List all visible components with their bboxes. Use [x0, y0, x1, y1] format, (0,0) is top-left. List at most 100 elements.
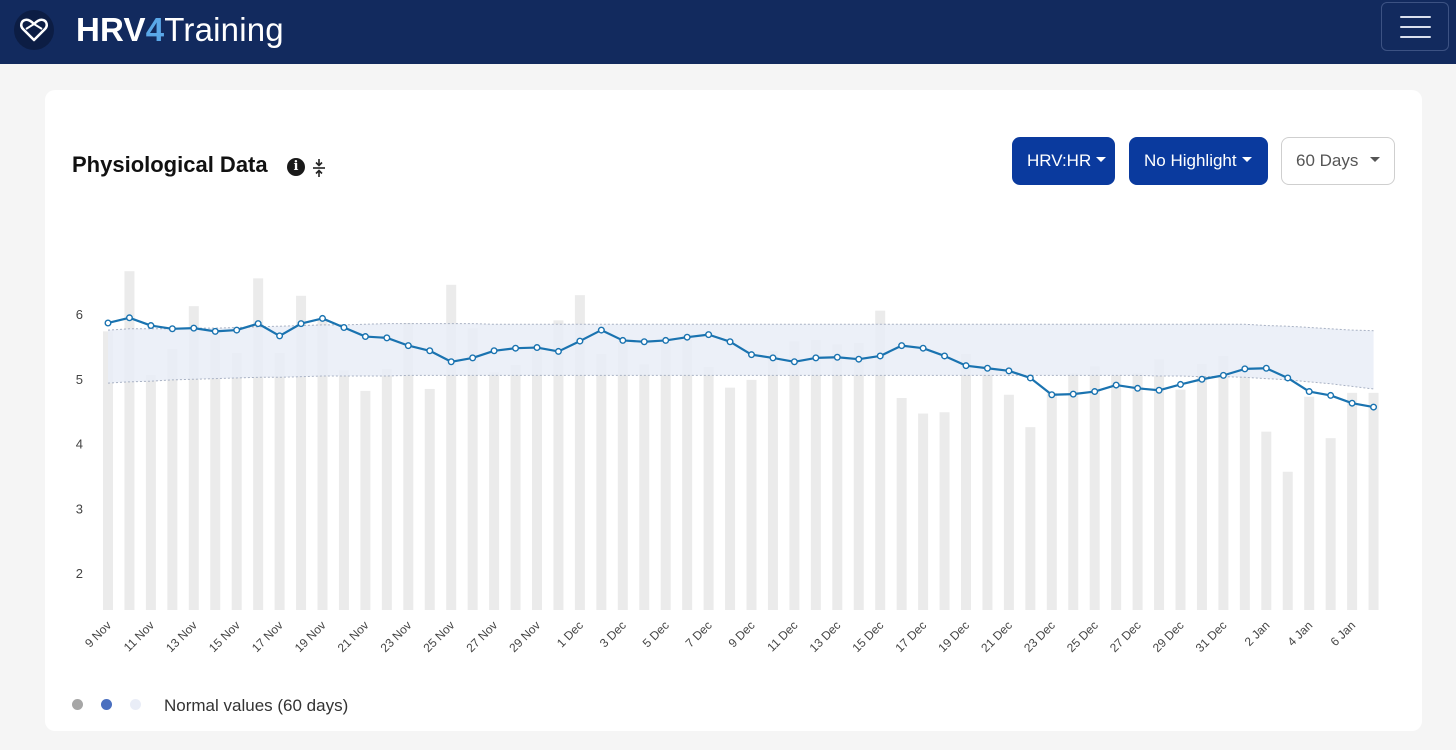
highlight-dropdown-button[interactable]: No Highlight — [1129, 137, 1268, 185]
chart-bar — [338, 370, 349, 610]
chart-bar — [617, 338, 628, 610]
x-tick-label: 11 Nov — [121, 618, 157, 654]
x-tick-label: 15 Nov — [206, 618, 243, 655]
hrv-hr-point — [683, 333, 691, 341]
caret-down-icon — [1241, 157, 1252, 163]
chart-bar — [1325, 438, 1336, 610]
chart-bar — [424, 388, 435, 610]
hrv-hr-point — [941, 352, 949, 360]
chart-bar — [317, 319, 328, 610]
compress-vertical-icon[interactable] — [311, 158, 327, 178]
chart-bar — [1282, 471, 1293, 610]
hrv-hr-point — [769, 354, 777, 362]
chart-bar — [703, 366, 714, 610]
hrv-hr-point — [490, 347, 498, 355]
x-tick-label: 5 Dec — [640, 618, 672, 650]
x-tick-label: 21 Nov — [335, 618, 372, 655]
x-tick-label: 11 Dec — [764, 618, 800, 654]
hrv-hr-point — [168, 325, 176, 333]
brand-logo[interactable]: HRV4Training — [76, 10, 284, 50]
chart-bar — [145, 374, 156, 610]
chart-bar — [360, 390, 371, 610]
hrv-hr-point — [1091, 388, 1099, 396]
caret-down-icon — [1096, 157, 1107, 163]
x-tick-label: 15 Dec — [850, 618, 887, 655]
chart-bar — [1175, 389, 1186, 610]
chart-bar — [510, 365, 521, 610]
hamburger-menu-button[interactable] — [1381, 2, 1449, 51]
brand-text-training: Training — [164, 11, 284, 48]
x-tick-label: 17 Dec — [892, 618, 929, 655]
chart-bar — [253, 278, 264, 610]
legend-normal-values-label[interactable]: Normal values (60 days) — [164, 696, 349, 715]
hrv-hr-line — [107, 316, 1374, 409]
hrv-hr-point — [533, 344, 541, 352]
y-tick-label: 5 — [76, 372, 83, 387]
legend-dot-normal-range[interactable] — [130, 699, 141, 710]
chart-bar — [167, 348, 178, 610]
chart-bar — [296, 295, 307, 610]
hrv-hr-point — [1219, 371, 1227, 379]
hrv-hr-point — [447, 358, 455, 366]
hrv-hr-point — [469, 354, 477, 362]
hrv-hr-point — [1284, 374, 1292, 382]
hrv-hr-point — [855, 355, 863, 363]
y-tick-label: 2 — [76, 566, 83, 581]
chart-bar — [231, 352, 242, 610]
hrv-hr-point — [876, 352, 884, 360]
heart-logo-icon[interactable] — [14, 10, 54, 50]
x-tick-label: 3 Dec — [597, 618, 629, 650]
hrv-hr-point — [790, 358, 798, 366]
chart-bar — [1218, 355, 1229, 610]
x-tick-label: 23 Dec — [1021, 618, 1058, 655]
normal-range-band — [108, 323, 1374, 389]
chart-bar — [103, 331, 113, 610]
hrv-hr-point — [512, 344, 520, 352]
chart-bar — [982, 366, 993, 610]
hrv-hr-point — [597, 326, 605, 334]
x-tick-label: 25 Nov — [421, 618, 458, 655]
x-tick-label: 13 Nov — [163, 618, 200, 655]
info-icon[interactable]: i — [287, 158, 305, 176]
chart-bar — [553, 320, 564, 610]
legend-dot-line[interactable] — [101, 699, 112, 710]
hrv-hr-point — [919, 344, 927, 352]
hrv-hr-point — [404, 342, 412, 350]
x-tick-label: 9 Dec — [726, 618, 758, 650]
hrv-hr-point — [898, 342, 906, 350]
chart-bar — [875, 310, 886, 610]
hrv-hr-point — [619, 336, 627, 344]
chart-bar — [639, 364, 650, 610]
legend-dot-bars[interactable] — [72, 699, 83, 710]
hrv-hr-point — [1348, 399, 1356, 407]
metric-dropdown-button[interactable]: HRV:HR — [1012, 137, 1115, 185]
x-tick-label: 29 Nov — [506, 618, 543, 655]
x-tick-label: 21 Dec — [978, 618, 1015, 655]
x-tick-label: 17 Nov — [249, 618, 286, 655]
normal-range-upper-edge — [107, 323, 1374, 332]
chart-bar — [1154, 359, 1165, 610]
x-tick-label: 13 Dec — [807, 618, 844, 655]
range-dropdown-button[interactable]: 60 Days — [1281, 137, 1395, 185]
x-tick-label: 7 Dec — [683, 618, 715, 650]
hrv-hr-point — [1048, 391, 1056, 399]
chart-bar — [832, 344, 843, 610]
chart-bar — [1025, 427, 1036, 610]
x-tick-label: 29 Dec — [1150, 618, 1187, 655]
panel-title: Physiological Data — [72, 152, 268, 177]
hrv-hr-point — [1305, 388, 1313, 396]
hrv-hr-point — [297, 320, 305, 328]
chart-bar — [188, 306, 199, 610]
chart-bar — [489, 372, 500, 610]
chart-bar — [725, 387, 736, 610]
hrv-hr-point — [705, 331, 713, 339]
x-tick-label: 19 Nov — [292, 618, 329, 655]
chart-bar — [574, 295, 585, 610]
x-tick-label: 19 Dec — [935, 618, 972, 655]
x-tick-label: 23 Nov — [378, 618, 415, 655]
x-tick-label: 1 Dec — [554, 618, 586, 650]
hrv-hr-point — [833, 353, 841, 361]
hrv-hr-point — [812, 354, 820, 362]
chart-bar — [596, 354, 607, 610]
chart-bar — [660, 336, 671, 610]
